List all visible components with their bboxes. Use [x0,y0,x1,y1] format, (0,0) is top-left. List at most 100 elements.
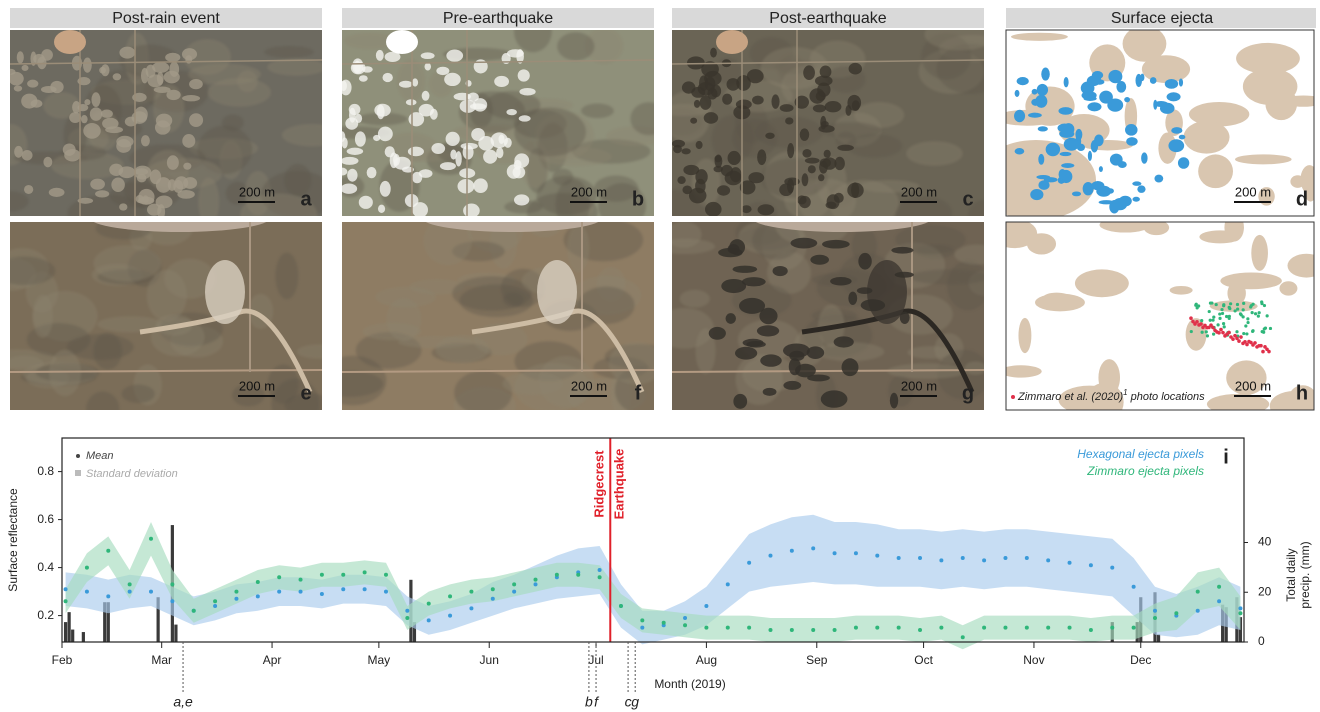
mean-dot [106,549,110,553]
y-tick-label: 0.4 [37,560,54,574]
mean-dot [982,626,986,630]
y2-axis-label: Total daily [1284,548,1298,601]
mean-dot [1025,626,1029,630]
image-panel [0,204,344,430]
x-tick-label: Sep [806,653,828,667]
mean-dot [1110,566,1114,570]
image-panel [0,30,343,236]
mean-dot [704,626,708,630]
mean-dot [448,614,452,618]
mean-dot [790,628,794,632]
mean-dot [598,575,602,579]
mean-dot [299,578,303,582]
y2-tick-label: 40 [1258,535,1272,549]
mean-dot [320,592,324,596]
mean-dot [640,618,644,622]
mean-dot [1238,606,1242,610]
mean-dot [469,606,473,610]
x-tick-label: Apr [263,653,282,667]
figure: Post-rain eventPre-earthquakePost-earthq… [0,0,1320,712]
scale-label: 200 m [571,378,607,393]
mean-dot [1003,556,1007,560]
mean-dot [726,582,730,586]
precip-bar [64,622,67,642]
x-tick-label: Jun [480,653,499,667]
mean-dot [939,626,943,630]
mean-dot [747,561,751,565]
legend-marker [1011,395,1015,399]
panel-letter: e [300,382,311,404]
mean-dot [512,582,516,586]
mean-dot [341,587,345,591]
mean-dot [1068,561,1072,565]
mean-dot [405,609,409,613]
mean-dot [875,554,879,558]
panel-letter: b [632,188,644,210]
legend-label: Standard deviation [86,468,178,480]
precip-bar [82,632,85,642]
mean-dot [427,618,431,622]
mean-dot [811,628,815,632]
x-tick-label: May [368,653,391,667]
mean-dot [64,599,68,603]
mean-dot [854,626,858,630]
mean-dot [1132,585,1136,589]
mean-dot [256,594,260,598]
mean-dot [128,582,132,586]
mean-dot [149,590,153,594]
scale-label: 200 m [1235,184,1271,199]
y-tick-label: 0.6 [37,512,54,526]
scale-label: 200 m [571,184,607,199]
mean-dot [897,626,901,630]
mean-dot [1046,626,1050,630]
mean-dot [576,573,580,577]
legend-rest: photo locations [1130,391,1205,403]
scale-label: 200 m [901,184,937,199]
mean-dot [1174,611,1178,615]
mean-dot [555,573,559,577]
mean-dot [277,575,281,579]
mean-dot [854,551,858,555]
legend-sup: 1 [1123,388,1127,397]
mean-dot [768,554,772,558]
mean-dot [982,558,986,562]
mean-dot [683,616,687,620]
mean-dot [384,573,388,577]
mean-dot [491,587,495,591]
mean-dot [747,626,751,630]
mean-dot [640,626,644,630]
event-label: Ridgecrest [592,450,607,518]
date-label: a,e [173,694,193,710]
mean-dot [598,568,602,572]
mean-dot [234,590,238,594]
mean-dot [384,590,388,594]
mean-dot [918,556,922,560]
panel-letter: a [300,188,312,210]
panel-letter: i [1223,446,1229,468]
mean-dot [833,628,837,632]
scale-label: 200 m [1235,378,1271,393]
x-tick-label: Oct [914,653,933,667]
y2-tick-label: 20 [1258,584,1272,598]
legend-label: Mean [86,450,114,462]
legend-label: Zimmaro ejecta pixels [1086,464,1204,478]
mean-dot [405,616,409,620]
mean-dot [1217,599,1221,603]
mean-dot [683,623,687,627]
date-label: b [585,694,593,710]
mean-dot [320,573,324,577]
mean-dot [491,597,495,601]
mean-dot [106,594,110,598]
y-tick-label: 0.2 [37,608,54,622]
mean-dot [1046,558,1050,562]
panel-title: Post-rain event [112,10,220,27]
mean-dot [512,590,516,594]
mean-dot [1153,609,1157,613]
mean-dot [277,590,281,594]
image-panel [640,19,1007,232]
y2-tick-label: 0 [1258,634,1265,648]
date-label: f [594,694,600,710]
mean-dot [534,582,538,586]
mean-dot [448,594,452,598]
mean-dot [833,551,837,555]
